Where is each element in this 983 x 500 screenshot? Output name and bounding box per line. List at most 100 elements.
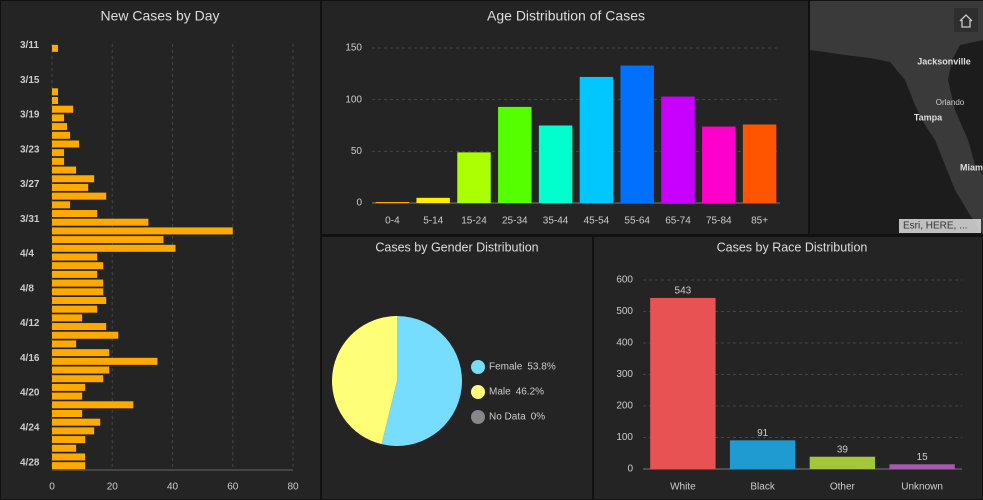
legend-swatch [471,360,485,374]
y-tick-label: 50 [351,146,363,157]
x-tick-label: 80 [287,482,299,493]
home-icon [959,14,973,28]
bar [52,88,59,96]
y-tick-label: 3/23 [20,144,40,155]
x-tick-label: 15-24 [461,216,487,227]
data-label: 39 [837,444,849,455]
y-tick-label: 150 [345,43,362,54]
bar [52,131,71,139]
x-tick-label: 75-84 [706,216,732,227]
x-tick-label: 0-4 [385,216,400,227]
x-tick-label: Unknown [901,482,943,493]
x-tick-label: 45-54 [584,216,610,227]
x-tick-label: 20 [107,482,119,493]
x-tick-label: 55-64 [624,216,650,227]
bar [52,314,83,322]
bar [661,96,695,203]
bar [52,149,65,157]
bar [52,166,77,174]
bar [52,114,65,122]
bar [702,126,736,203]
bar [809,456,876,469]
bar [52,105,74,113]
attribution[interactable]: Esri, HERE, ... [903,221,967,232]
bar [52,323,107,331]
bar [52,236,164,244]
bar [52,175,95,183]
home-button[interactable] [954,8,978,32]
bar [52,349,110,357]
x-tick-label: Black [750,482,775,493]
y-tick-label: 300 [616,369,633,380]
x-tick-label: 25-34 [502,216,528,227]
bar [52,340,77,348]
pie-slice [381,316,462,446]
bar [52,453,86,461]
x-tick-label: 35-44 [543,216,569,227]
bar [742,124,777,203]
bar [889,464,955,469]
bar [52,288,104,296]
bar [52,305,98,313]
data-label: 543 [675,286,692,297]
y-tick-label: 4/12 [20,318,40,329]
y-tick-label: 4/20 [20,388,40,399]
legend-label: Female [489,362,523,373]
bar [52,97,59,105]
bar [52,183,89,191]
chart-title: Age Distribution of Cases [487,8,645,24]
x-tick-label: 65-74 [665,216,691,227]
bar [416,197,450,203]
bar [52,366,110,374]
x-tick-label: Other [830,482,856,493]
data-label: 91 [757,428,769,439]
bar [52,270,98,278]
legend-label: Male [489,387,511,398]
legend-label: No Data [489,412,526,423]
y-tick-label: 100 [616,432,633,443]
bar [498,106,532,203]
bar [52,253,98,261]
y-tick-label: 100 [345,94,362,105]
x-tick-label: 40 [167,482,179,493]
bar [538,125,573,203]
x-tick-label: 5-14 [423,216,443,227]
bar [457,152,491,203]
bar [52,401,134,409]
legend-swatch [471,385,485,399]
map[interactable]: Jacksonville Orlando Tampa Miami Esri, H… [810,1,983,234]
y-tick-label: 4/28 [20,457,40,468]
y-tick-label: 3/19 [20,110,40,121]
legend-swatch [471,410,485,424]
y-tick-label: 500 [616,306,633,317]
bar [52,279,104,287]
y-tick-label: 400 [616,338,633,349]
bar [52,210,98,218]
y-tick-label: 3/27 [20,179,40,190]
bar [52,392,83,400]
x-tick-label: 85+ [751,216,768,227]
bar [52,201,71,209]
x-tick-label: 0 [49,482,55,493]
legend-value: 53.8% [527,362,555,373]
map-label: Miami [960,162,983,172]
chart-title: Cases by Gender Distribution [375,240,538,254]
map-label: Tampa [914,112,943,122]
bar [579,76,614,203]
map-label: Jacksonville [917,56,971,66]
bar [52,436,86,444]
bar [650,297,716,469]
y-tick-label: 0 [627,464,633,475]
y-tick-label: 3/11 [20,40,39,51]
data-label: 15 [917,452,929,463]
bar [52,123,68,131]
map-land [810,1,983,234]
bar [52,409,83,417]
y-tick-label: 0 [356,198,362,209]
bar [52,157,65,165]
map-label: Orlando [936,98,965,107]
bar [52,192,107,200]
bar [52,244,176,252]
bar [52,140,80,148]
